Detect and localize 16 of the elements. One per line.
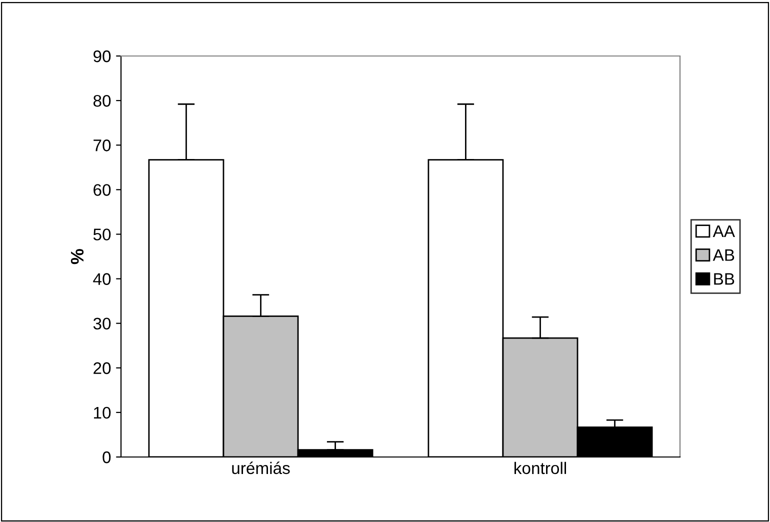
y-tick-label: 50 (93, 228, 111, 240)
y-tick-label: 40 (93, 273, 111, 285)
y-axis-title: % (70, 248, 84, 264)
y-tick-label: 20 (94, 362, 111, 374)
x-tick-label: urémiás (232, 462, 290, 474)
x-tick-label: kontroll (514, 462, 566, 474)
y-tick-label: 90 (94, 50, 111, 62)
legend-label: AB (712, 249, 734, 261)
legend-label: BB (714, 273, 734, 285)
y-tick-label: 0 (102, 451, 111, 464)
y-tick-label: 30 (93, 318, 111, 330)
y-tick-label: 80 (93, 94, 111, 107)
y-tick-label: 70 (94, 140, 111, 152)
y-tick-label: 10 (94, 406, 111, 419)
legend-label: AA (712, 225, 735, 237)
y-tick-label: 60 (94, 184, 111, 196)
